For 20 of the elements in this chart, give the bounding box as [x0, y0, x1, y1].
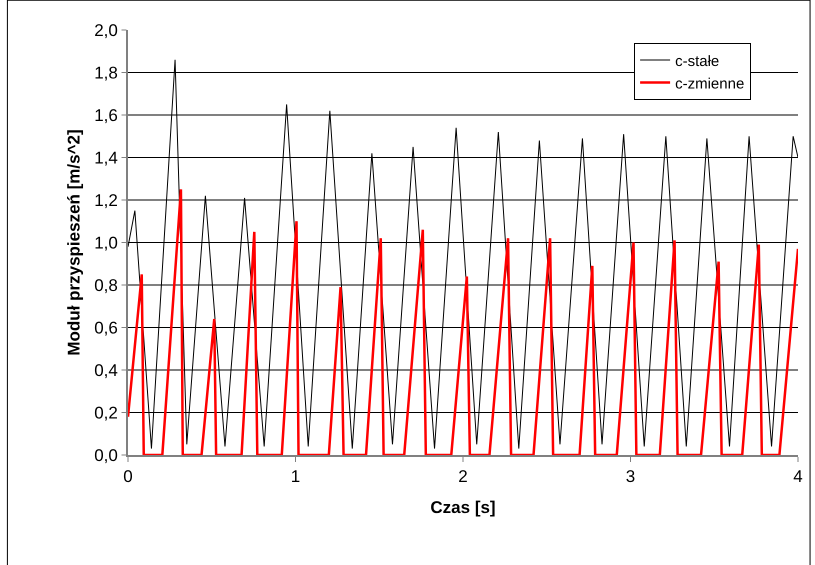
y-tick-label: 0,2: [94, 403, 118, 422]
x-tick-label: 4: [793, 467, 803, 486]
x-tick-label: 2: [458, 467, 468, 486]
x-tick-label: 1: [290, 467, 300, 486]
y-tick-label: 1,6: [94, 106, 118, 125]
y-axis-title: Moduł przyspieszeń [m/s^2]: [64, 129, 84, 356]
y-tick-label: 0,0: [94, 446, 118, 465]
y-tick-label: 1,0: [94, 233, 118, 252]
legend-label: c-stałe: [675, 52, 720, 70]
x-tick-label: 0: [123, 467, 133, 486]
y-tick-label: 2,0: [94, 20, 118, 40]
x-axis-title: Czas [s]: [430, 498, 496, 518]
legend-label: c-zmienne: [675, 75, 744, 92]
y-tick-label: 1,2: [94, 190, 118, 210]
y-tick-label: 0,4: [94, 360, 118, 380]
y-tick-label: 0,8: [94, 276, 118, 295]
y-tick-label: 0,6: [94, 318, 118, 338]
x-tick-label: 3: [626, 467, 636, 486]
y-tick-label: 1,4: [94, 148, 118, 168]
y-tick-label: 1,8: [94, 63, 118, 82]
